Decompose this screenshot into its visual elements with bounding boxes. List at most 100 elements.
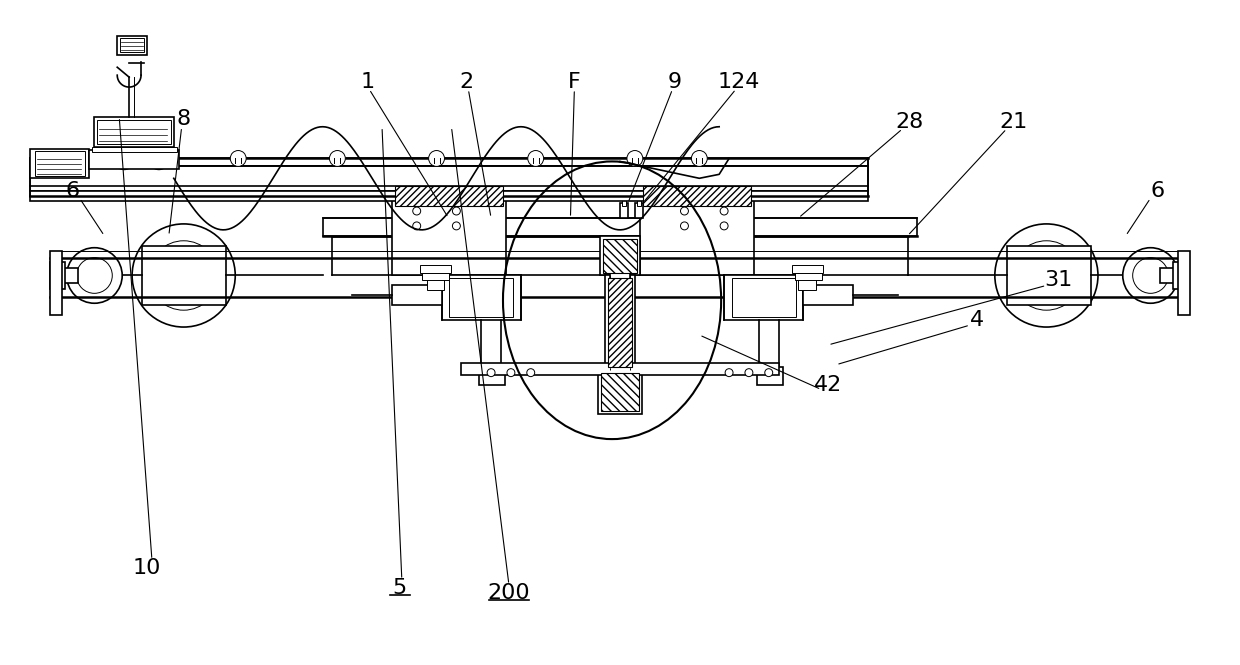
Text: 10: 10 bbox=[133, 558, 161, 578]
Circle shape bbox=[681, 222, 688, 230]
Bar bbox=[394, 186, 503, 206]
Circle shape bbox=[1132, 257, 1168, 293]
Text: 4: 4 bbox=[970, 310, 985, 330]
Bar bbox=[449, 279, 513, 317]
Text: 124: 124 bbox=[718, 72, 760, 92]
Bar bbox=[461, 362, 779, 374]
Bar bbox=[622, 198, 626, 206]
Bar bbox=[732, 279, 796, 317]
Circle shape bbox=[413, 222, 420, 230]
Text: 8: 8 bbox=[176, 109, 191, 129]
Circle shape bbox=[994, 224, 1097, 327]
Bar bbox=[603, 239, 637, 273]
Bar bbox=[50, 251, 62, 315]
Circle shape bbox=[114, 150, 134, 170]
Circle shape bbox=[429, 150, 444, 166]
Text: 31: 31 bbox=[1044, 271, 1073, 291]
Bar bbox=[637, 198, 641, 206]
Bar bbox=[118, 35, 148, 55]
Circle shape bbox=[330, 150, 345, 166]
Text: 6: 6 bbox=[1151, 181, 1164, 201]
Bar bbox=[479, 366, 505, 384]
Bar bbox=[610, 271, 630, 281]
Text: 9: 9 bbox=[667, 72, 682, 92]
Circle shape bbox=[681, 207, 688, 215]
Bar bbox=[608, 279, 632, 366]
Bar bbox=[598, 370, 642, 414]
Bar bbox=[35, 150, 84, 176]
Circle shape bbox=[720, 192, 728, 200]
Bar bbox=[93, 146, 177, 152]
Bar bbox=[30, 192, 868, 201]
Circle shape bbox=[1038, 267, 1054, 283]
Bar bbox=[756, 366, 782, 384]
Circle shape bbox=[67, 248, 123, 303]
Circle shape bbox=[453, 207, 460, 215]
Bar bbox=[441, 275, 521, 320]
Circle shape bbox=[453, 222, 460, 230]
Circle shape bbox=[613, 248, 627, 263]
Bar bbox=[50, 261, 64, 289]
Bar bbox=[642, 186, 751, 206]
Bar bbox=[1178, 251, 1190, 315]
Circle shape bbox=[453, 192, 460, 200]
Bar bbox=[60, 267, 78, 283]
Bar bbox=[635, 203, 642, 218]
Bar bbox=[791, 265, 823, 273]
Text: 200: 200 bbox=[487, 583, 531, 602]
Circle shape bbox=[720, 222, 728, 230]
Text: 1: 1 bbox=[360, 72, 374, 92]
Text: 42: 42 bbox=[815, 374, 842, 394]
Bar bbox=[422, 273, 449, 281]
Bar bbox=[804, 285, 853, 305]
Circle shape bbox=[745, 368, 753, 376]
Bar bbox=[322, 218, 918, 236]
Bar bbox=[724, 275, 804, 320]
Text: 6: 6 bbox=[66, 181, 79, 201]
Circle shape bbox=[527, 368, 534, 376]
Text: F: F bbox=[568, 72, 580, 92]
Bar bbox=[30, 166, 868, 192]
Bar bbox=[620, 203, 627, 218]
Circle shape bbox=[681, 192, 688, 200]
Text: 2: 2 bbox=[459, 72, 474, 92]
Circle shape bbox=[149, 241, 218, 310]
Bar bbox=[601, 372, 639, 412]
Bar bbox=[605, 275, 635, 370]
Bar bbox=[392, 285, 441, 305]
Circle shape bbox=[528, 150, 543, 166]
Bar bbox=[1161, 267, 1178, 283]
Bar bbox=[143, 246, 227, 305]
Bar bbox=[30, 158, 868, 166]
Circle shape bbox=[231, 150, 247, 166]
Circle shape bbox=[627, 150, 642, 166]
Circle shape bbox=[413, 207, 420, 215]
Circle shape bbox=[507, 368, 515, 376]
Bar bbox=[427, 279, 444, 291]
Circle shape bbox=[1122, 248, 1178, 303]
Circle shape bbox=[1012, 241, 1081, 310]
Circle shape bbox=[487, 368, 495, 376]
Circle shape bbox=[154, 154, 164, 164]
Circle shape bbox=[149, 150, 169, 170]
Bar bbox=[640, 186, 754, 275]
Circle shape bbox=[133, 224, 236, 327]
Circle shape bbox=[725, 368, 733, 376]
Circle shape bbox=[413, 192, 420, 200]
Circle shape bbox=[692, 150, 707, 166]
Bar bbox=[1173, 261, 1188, 289]
Circle shape bbox=[765, 368, 773, 376]
Bar bbox=[799, 279, 816, 291]
Circle shape bbox=[119, 154, 129, 164]
Circle shape bbox=[176, 267, 192, 283]
Bar bbox=[120, 39, 144, 53]
Circle shape bbox=[77, 257, 113, 293]
Bar bbox=[1007, 246, 1091, 305]
Text: 21: 21 bbox=[999, 112, 1028, 132]
Bar bbox=[30, 148, 89, 178]
Bar bbox=[600, 236, 640, 275]
Bar bbox=[392, 186, 506, 275]
Text: 5: 5 bbox=[393, 578, 407, 598]
Circle shape bbox=[720, 207, 728, 215]
Text: 28: 28 bbox=[895, 112, 924, 132]
